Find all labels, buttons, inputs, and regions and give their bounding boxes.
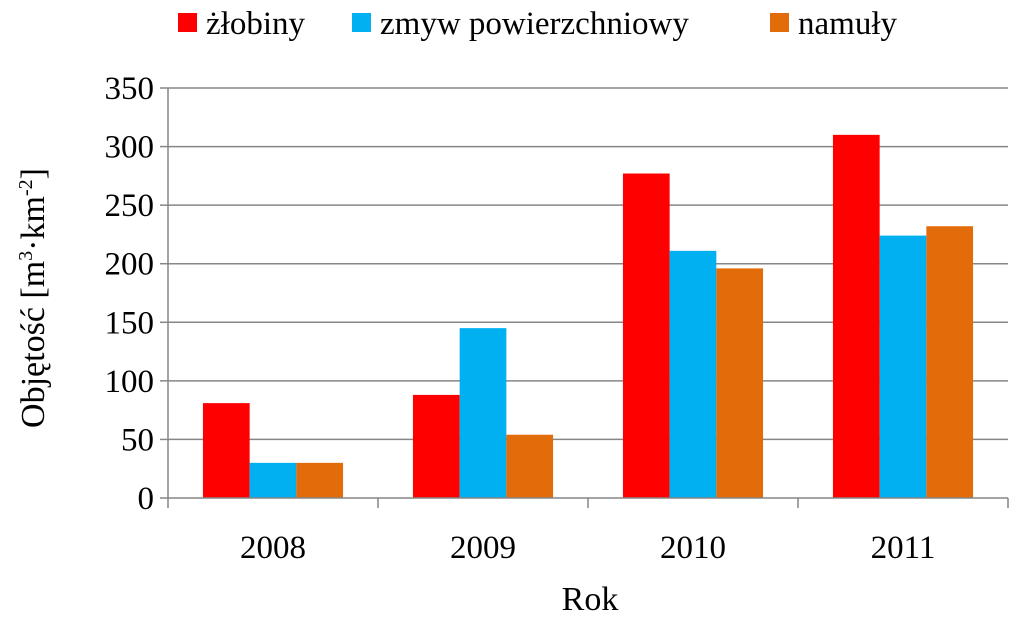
legend-label: zmyw powierzchniowy (380, 6, 689, 42)
bar-2009-series-1 (459, 328, 507, 498)
y-tick-label: 100 (105, 364, 155, 400)
bar-2009-series-0 (412, 394, 460, 498)
x-tick-label: 2011 (871, 530, 936, 566)
y-tick-label: 250 (105, 188, 155, 224)
x-tick-labels: 2008 2009 2010 2011 (240, 530, 935, 566)
y-tick-label: 200 (105, 247, 155, 283)
bar-2011-series-0 (832, 134, 880, 498)
x-tick-label: 2010 (660, 530, 726, 566)
y-tick-labels: 0 50 100 150 200 250 300 350 (105, 71, 155, 517)
bars (202, 134, 974, 498)
bar-2008-series-2 (296, 462, 344, 498)
y-tick-label: 0 (138, 481, 155, 517)
legend-swatch (352, 13, 371, 32)
y-tick-label: 300 (105, 130, 155, 166)
legend-swatch (770, 13, 789, 32)
x-axis-title: Rok (562, 581, 619, 618)
y-axis-title: Objętość [m3·km-2] (15, 168, 52, 428)
bar-2009-series-2 (506, 434, 554, 498)
axes (167, 88, 1009, 508)
bar-2010-series-0 (622, 173, 670, 498)
x-tick-label: 2008 (240, 530, 306, 566)
bar-2011-series-2 (926, 226, 974, 498)
bar-2010-series-2 (716, 268, 764, 498)
y-axis-title-base: Objętość [m (15, 261, 52, 428)
legend: żłobiny zmyw powierzchniowy namuły (178, 6, 897, 42)
y-tick-label: 150 (105, 305, 155, 341)
y-tick-label: 350 (105, 71, 155, 107)
bar-2011-series-1 (879, 235, 927, 498)
x-tick-label: 2009 (450, 530, 516, 566)
legend-label: namuły (798, 6, 897, 42)
y-tick-label: 50 (121, 422, 154, 458)
y-axis-title-sup1: 3 (15, 251, 37, 261)
bar-2010-series-1 (669, 250, 717, 498)
y-axis-title-sup2: -2 (15, 179, 37, 196)
y-axis-title-mid: ·km (15, 196, 52, 251)
y-axis-title-end: ] (15, 168, 52, 179)
bar-2008-series-1 (249, 462, 297, 498)
legend-swatch (178, 13, 197, 32)
legend-label: żłobiny (206, 6, 305, 42)
bar-2008-series-0 (202, 403, 250, 498)
